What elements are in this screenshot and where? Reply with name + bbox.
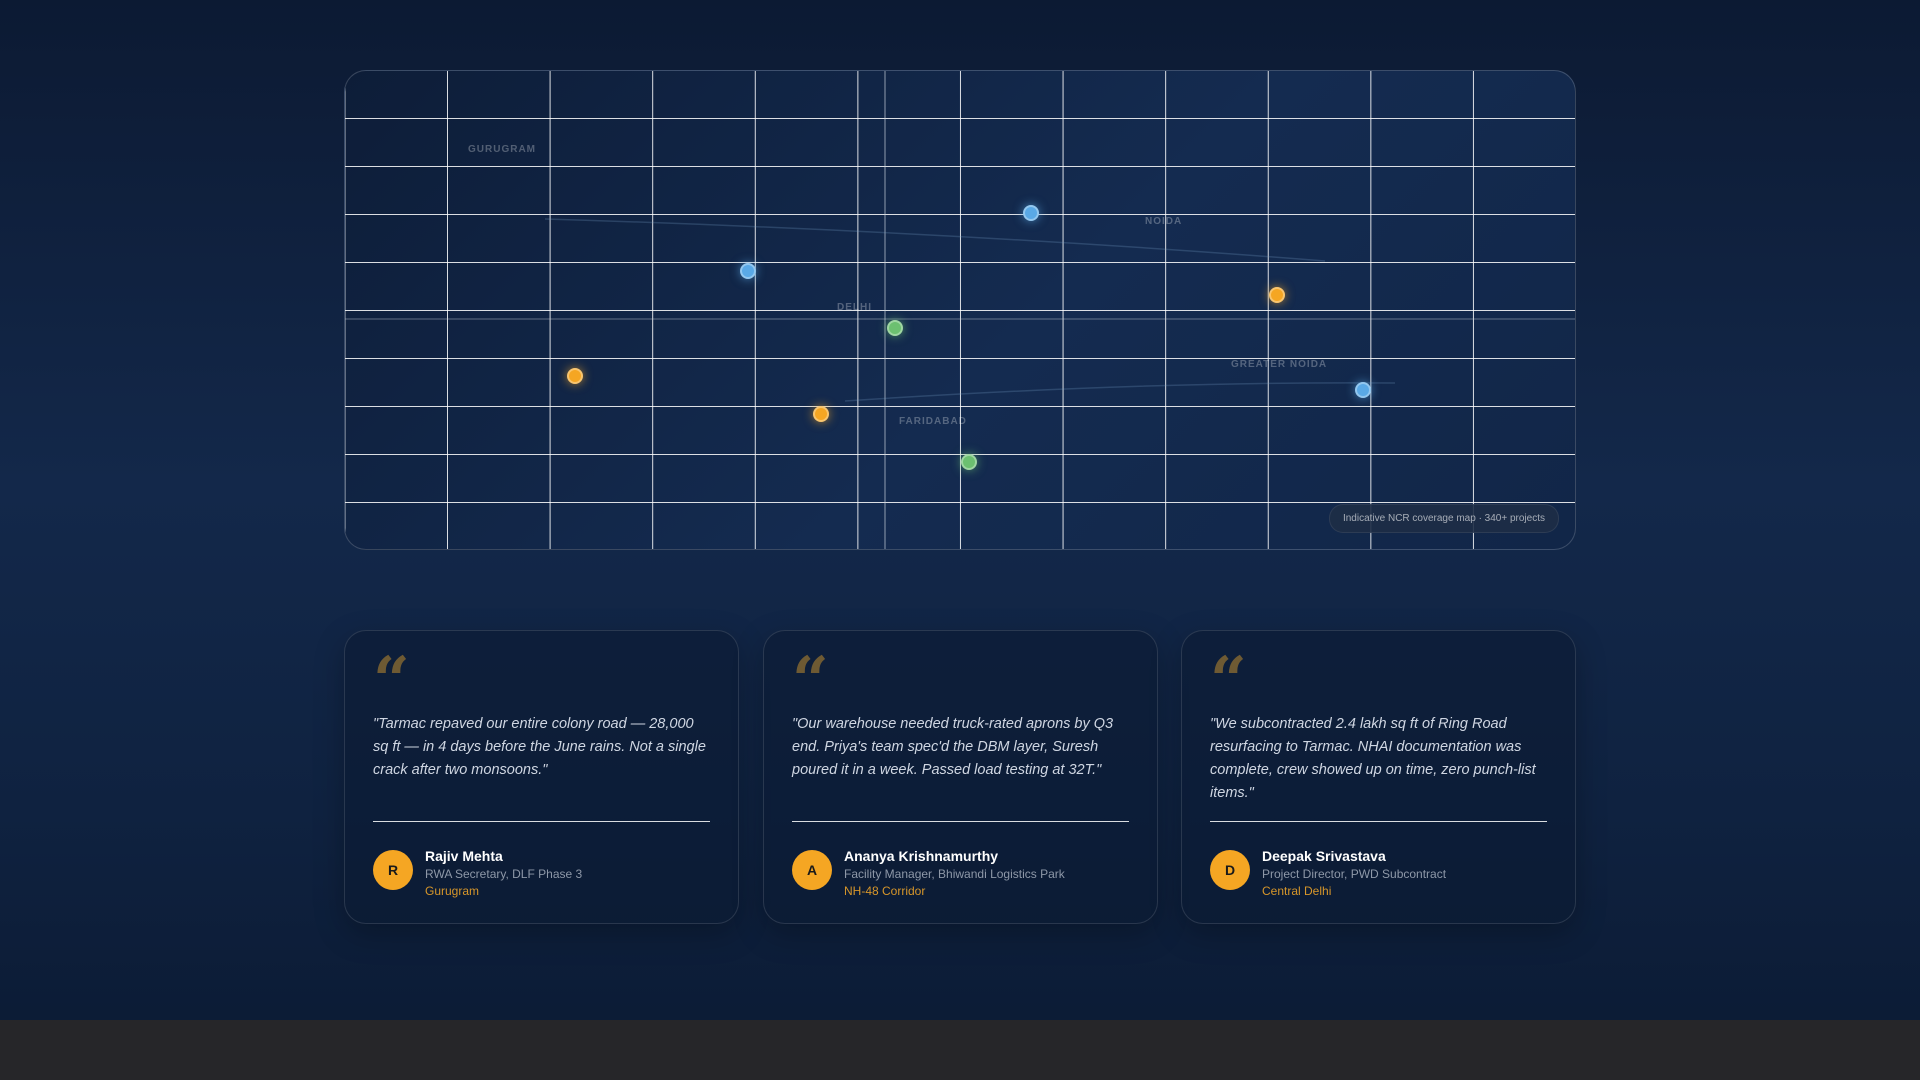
road-north	[544, 218, 1326, 262]
footer	[0, 1020, 1920, 1080]
divider	[373, 821, 710, 822]
testimonial-card: “ "We subcontracted 2.4 lakh sq ft of Ri…	[1181, 630, 1576, 924]
map-roads	[345, 71, 1575, 549]
author-location: Gurugram	[425, 884, 480, 898]
author-location: NH-48 Corridor	[844, 884, 926, 898]
area-label-faridabad: FARIDABAD	[899, 416, 967, 427]
divider	[792, 821, 1129, 822]
map-caption: Indicative NCR coverage map · 340+ proje…	[1328, 504, 1559, 533]
quote-icon: “	[792, 643, 829, 718]
testimonial-card: “ "Tarmac repaved our entire colony road…	[344, 630, 739, 924]
road-south	[844, 382, 1396, 402]
project-marker[interactable]	[1355, 382, 1371, 398]
author-role: Facility Manager, Bhiwandi Logistics Par…	[844, 867, 1065, 881]
project-marker[interactable]	[740, 263, 756, 279]
avatar: D	[1210, 850, 1250, 890]
coverage-map: GURUGRAM NOIDA DELHI GREATER NOIDA FARID…	[344, 70, 1576, 550]
testimonial-quote: "We subcontracted 2.4 lakh sq ft of Ring…	[1210, 716, 1536, 801]
area-label-greater-noida: GREATER NOIDA	[1231, 359, 1328, 370]
project-marker[interactable]	[567, 368, 583, 384]
quote-icon: “	[1210, 643, 1247, 718]
testimonial-quote: "Our warehouse needed truck-rated aprons…	[792, 716, 1114, 778]
author-name: Deepak Srivastava	[1262, 848, 1386, 864]
area-label-delhi: DELHI	[837, 302, 872, 313]
area-label-gurugram: GURUGRAM	[468, 144, 536, 155]
testimonial-author: D Deepak Srivastava Project Director, PW…	[1210, 848, 1547, 899]
author-name: Rajiv Mehta	[425, 848, 503, 864]
project-marker[interactable]	[813, 406, 829, 422]
project-marker[interactable]	[1269, 287, 1285, 303]
avatar: A	[792, 850, 832, 890]
author-role: RWA Secretary, DLF Phase 3	[425, 867, 583, 881]
divider	[1210, 821, 1547, 822]
map-grid	[345, 71, 1575, 549]
area-label-noida: NOIDA	[1145, 216, 1183, 227]
testimonial-author: A Ananya Krishnamurthy Facility Manager,…	[792, 848, 1129, 899]
author-name: Ananya Krishnamurthy	[844, 848, 999, 864]
avatar: R	[373, 850, 413, 890]
project-marker[interactable]	[1023, 205, 1039, 221]
author-location: Central Delhi	[1262, 884, 1332, 898]
author-role: Project Director, PWD Subcontract	[1262, 867, 1447, 881]
testimonial-quote: "Tarmac repaved our entire colony road —…	[373, 716, 706, 778]
project-marker[interactable]	[887, 320, 903, 336]
quote-icon: “	[373, 643, 410, 718]
project-marker[interactable]	[961, 454, 977, 470]
testimonial-card: “ "Our warehouse needed truck-rated apro…	[763, 630, 1158, 924]
testimonial-author: R Rajiv Mehta RWA Secretary, DLF Phase 3…	[373, 848, 710, 899]
